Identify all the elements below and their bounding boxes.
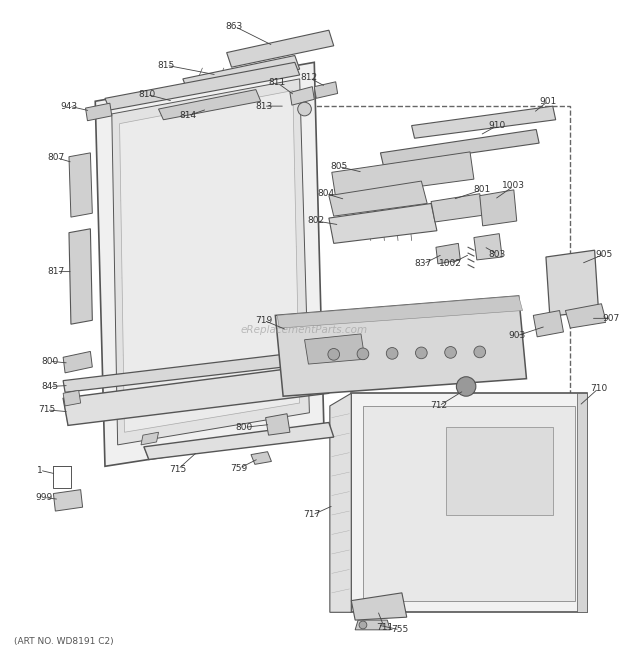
Text: 812: 812 <box>301 73 318 83</box>
Text: 807: 807 <box>48 153 65 162</box>
Polygon shape <box>227 30 334 67</box>
Text: 800: 800 <box>41 357 58 366</box>
Circle shape <box>359 621 367 629</box>
Polygon shape <box>86 103 112 121</box>
Polygon shape <box>159 90 261 120</box>
Polygon shape <box>431 194 484 222</box>
Text: 712: 712 <box>430 401 448 410</box>
Text: 710: 710 <box>590 384 607 393</box>
Polygon shape <box>112 79 309 445</box>
Polygon shape <box>352 593 407 620</box>
Text: 817: 817 <box>48 267 65 276</box>
Text: 910: 910 <box>489 121 506 130</box>
Polygon shape <box>63 364 329 426</box>
Circle shape <box>456 377 476 396</box>
Polygon shape <box>314 82 338 98</box>
Polygon shape <box>480 190 516 226</box>
Circle shape <box>415 347 427 359</box>
Text: 905: 905 <box>596 250 613 258</box>
Polygon shape <box>275 296 526 396</box>
Polygon shape <box>120 91 299 432</box>
Text: 999: 999 <box>35 493 52 502</box>
Text: 943: 943 <box>60 102 78 110</box>
Polygon shape <box>63 391 81 406</box>
Polygon shape <box>105 62 299 110</box>
Circle shape <box>298 102 311 116</box>
Text: 801: 801 <box>473 185 490 194</box>
Text: 759: 759 <box>231 464 248 473</box>
Text: 837: 837 <box>415 259 432 268</box>
Text: 863: 863 <box>226 22 243 31</box>
Text: 804: 804 <box>317 189 335 198</box>
Text: 755: 755 <box>391 625 409 635</box>
Polygon shape <box>565 304 606 328</box>
Polygon shape <box>363 406 575 601</box>
Text: eReplacementParts.com: eReplacementParts.com <box>241 325 368 335</box>
Polygon shape <box>474 233 502 260</box>
Circle shape <box>386 348 398 359</box>
Text: 715: 715 <box>169 465 187 474</box>
Polygon shape <box>251 451 272 464</box>
Text: 802: 802 <box>308 217 325 225</box>
Circle shape <box>445 346 456 358</box>
Text: 901: 901 <box>539 97 557 106</box>
Text: 907: 907 <box>603 314 620 323</box>
Text: 903: 903 <box>508 331 525 340</box>
Text: 803: 803 <box>489 250 506 258</box>
Circle shape <box>328 348 340 360</box>
Text: 810: 810 <box>138 90 156 99</box>
Polygon shape <box>69 229 92 324</box>
Text: 811: 811 <box>268 78 286 87</box>
Polygon shape <box>290 87 314 105</box>
Text: (ART NO. WD8191 C2): (ART NO. WD8191 C2) <box>14 637 114 646</box>
Polygon shape <box>355 620 390 630</box>
Polygon shape <box>141 432 159 445</box>
Polygon shape <box>352 393 587 612</box>
Text: 1: 1 <box>37 466 43 475</box>
Text: 717: 717 <box>304 510 321 520</box>
Polygon shape <box>546 251 598 317</box>
Bar <box>53 466 71 488</box>
Polygon shape <box>277 296 523 328</box>
Polygon shape <box>436 243 460 264</box>
Text: 813: 813 <box>255 102 272 110</box>
Polygon shape <box>332 152 474 198</box>
Polygon shape <box>446 428 553 515</box>
Circle shape <box>474 346 485 358</box>
Text: 814: 814 <box>179 111 197 120</box>
Polygon shape <box>95 62 324 466</box>
Text: 815: 815 <box>157 61 175 70</box>
Polygon shape <box>63 350 326 393</box>
Polygon shape <box>330 393 352 612</box>
Text: 845: 845 <box>41 382 58 391</box>
Polygon shape <box>63 352 92 373</box>
Polygon shape <box>577 393 587 612</box>
Text: 1002: 1002 <box>439 259 462 268</box>
Polygon shape <box>329 204 437 243</box>
Polygon shape <box>304 334 365 364</box>
Polygon shape <box>183 56 299 91</box>
Polygon shape <box>329 181 427 216</box>
Text: 715: 715 <box>38 405 55 414</box>
Polygon shape <box>69 153 92 217</box>
Polygon shape <box>381 130 539 165</box>
Text: 805: 805 <box>330 162 347 171</box>
Bar <box>309 106 570 432</box>
Polygon shape <box>53 490 82 511</box>
Circle shape <box>357 348 369 360</box>
Polygon shape <box>265 414 290 435</box>
Polygon shape <box>412 106 556 138</box>
Polygon shape <box>533 311 564 337</box>
Text: 1003: 1003 <box>502 182 525 190</box>
Text: 719: 719 <box>255 316 272 325</box>
Text: 711: 711 <box>376 623 393 633</box>
Polygon shape <box>144 422 334 459</box>
Text: 800: 800 <box>236 423 253 432</box>
